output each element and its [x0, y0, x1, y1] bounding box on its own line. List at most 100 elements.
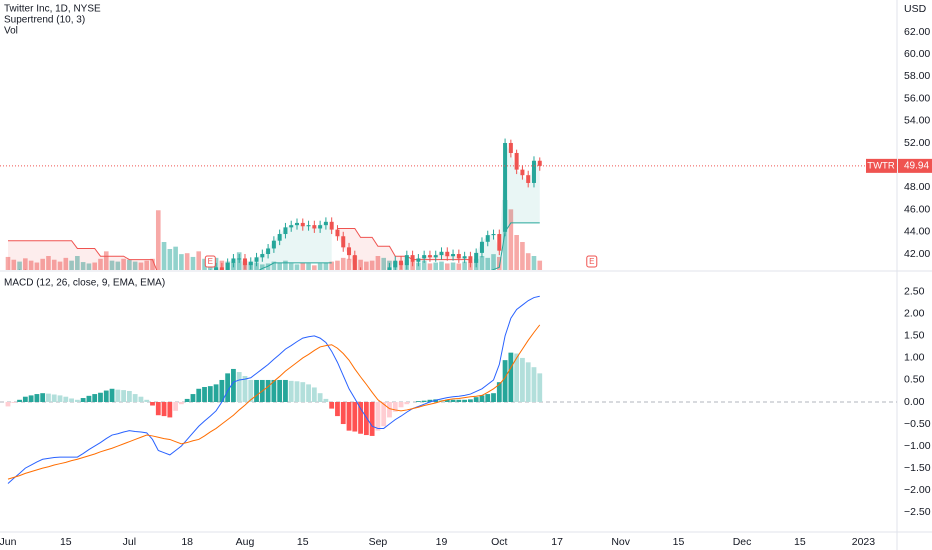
- x-tick-label: 2023: [852, 536, 876, 548]
- chart-title: Twitter Inc, 1D, NYSE: [4, 4, 101, 15]
- y-tick-label: 62.00: [904, 26, 930, 38]
- histogram-bar: [144, 399, 150, 402]
- volume-bar: [190, 256, 196, 270]
- candle-body: [347, 247, 352, 256]
- candle-body: [162, 353, 166, 359]
- candle-body: [225, 262, 230, 270]
- candle-body: [382, 281, 386, 294]
- last-price-label: 49.94: [904, 161, 929, 172]
- candle-body: [468, 256, 473, 263]
- candle-body: [491, 234, 496, 236]
- y-tick-label: 1.00: [904, 352, 925, 364]
- histogram-bar: [387, 402, 392, 418]
- histogram-bar: [11, 402, 17, 403]
- histogram-bar: [502, 360, 508, 402]
- histogram-bar: [317, 393, 323, 402]
- candle-body: [266, 248, 271, 255]
- supertrend-line: [8, 240, 158, 270]
- candle-body: [179, 295, 183, 315]
- histogram-bar: [103, 390, 109, 402]
- candle-body: [70, 306, 74, 315]
- volume-bar: [421, 260, 427, 270]
- histogram-bar: [283, 379, 288, 402]
- candle-body: [485, 235, 490, 242]
- histogram-bar: [80, 398, 86, 402]
- candle-body: [352, 255, 357, 270]
- candle-body: [376, 291, 380, 294]
- volume-bar: [323, 262, 329, 270]
- x-tick-label: Nov: [611, 536, 630, 548]
- candle-body: [185, 295, 189, 304]
- y-tick-label: 56.00: [904, 92, 930, 104]
- volume-bar: [109, 260, 115, 270]
- candle-body: [393, 260, 398, 268]
- histogram-bar: [46, 393, 51, 402]
- candle-body: [197, 287, 201, 289]
- y-tick-label: 2.50: [904, 286, 925, 298]
- macd-line: [7, 295, 540, 484]
- y-tick-label: 58.00: [904, 70, 930, 82]
- volume-bar: [51, 259, 57, 270]
- histogram-bar: [369, 402, 375, 436]
- volume-bar: [173, 246, 178, 270]
- histogram-bar: [456, 399, 462, 402]
- volume-bar: [508, 209, 514, 270]
- volume-bar: [520, 242, 525, 270]
- histogram-bar: [381, 402, 387, 427]
- histogram-bar: [340, 402, 346, 425]
- histogram-bar: [173, 402, 179, 411]
- volume-bar: [300, 262, 306, 270]
- volume-bar: [531, 256, 537, 270]
- histogram-bar: [63, 396, 69, 402]
- axes: 42.0044.0046.0048.0050.0052.0054.0056.00…: [0, 26, 932, 548]
- y-tick-label: 44.00: [904, 226, 930, 238]
- candle-body: [503, 142, 508, 232]
- volume-bar: [294, 264, 300, 270]
- candle-body: [98, 292, 102, 300]
- volume-bar: [11, 259, 17, 270]
- supertrend-fill: [337, 228, 471, 270]
- candle-body: [122, 296, 126, 305]
- y-tick-label: −0.50: [904, 418, 931, 430]
- volume-bar: [17, 261, 22, 270]
- earnings-label: E: [208, 257, 213, 266]
- histogram-bar: [491, 393, 496, 402]
- histogram-bar: [86, 395, 92, 402]
- volume-bar: [144, 260, 150, 270]
- candle-body: [410, 255, 415, 262]
- y-tick-label: 42.00: [904, 248, 930, 260]
- y-tick-label: 54.00: [904, 115, 930, 127]
- y-tick-label: −2.00: [904, 484, 931, 496]
- volume-bar: [196, 251, 202, 270]
- candle-body: [462, 256, 467, 259]
- volume-bar: [167, 249, 173, 270]
- candle-body: [231, 258, 236, 263]
- candle-body: [289, 225, 294, 228]
- currency: USD: [904, 3, 927, 15]
- candle-body: [451, 254, 456, 257]
- histogram-bar: [277, 379, 283, 402]
- histogram-bar: [155, 402, 161, 416]
- histogram-bar: [375, 402, 381, 431]
- histogram-bar: [69, 398, 74, 402]
- volume-bar: [485, 257, 491, 270]
- histogram-bar: [450, 399, 456, 402]
- histogram-bar: [444, 399, 450, 402]
- y-tick-label: 0.50: [904, 374, 925, 386]
- histogram-bar: [363, 402, 369, 436]
- candle-body: [318, 225, 323, 229]
- histogram-bar: [294, 381, 300, 402]
- histogram-bar: [167, 402, 173, 418]
- histogram-bar: [22, 396, 28, 402]
- candle-body: [139, 298, 143, 300]
- volume-bar: [479, 256, 485, 270]
- supertrend-line: [258, 262, 332, 270]
- indicator-label: Vol: [4, 26, 18, 37]
- indicator-label: Supertrend (10, 3): [4, 15, 85, 26]
- histogram-bar: [5, 402, 11, 407]
- histogram-bar: [115, 389, 121, 402]
- candle-body: [445, 251, 450, 257]
- candle-body: [260, 254, 265, 258]
- candle-body: [427, 255, 432, 258]
